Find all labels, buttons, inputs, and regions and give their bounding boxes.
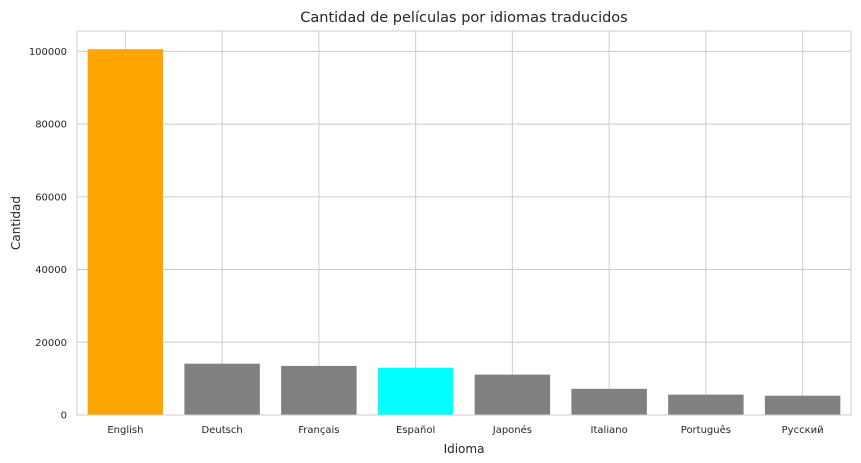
bar-5 (571, 388, 647, 415)
y-tick-label: 80000 (35, 120, 67, 131)
x-tick-label: Français (298, 425, 339, 436)
x-tick-label: Español (396, 425, 435, 436)
x-axis-label: Idioma (444, 442, 485, 456)
y-tick-label: 60000 (35, 192, 67, 203)
bar-3 (377, 367, 454, 415)
bar-1 (184, 363, 260, 415)
x-tick-label: Japonés (492, 424, 532, 436)
plot-frame (76, 30, 852, 416)
y-axis-label: Cantidad (9, 196, 23, 250)
y-tick-label: 20000 (35, 338, 67, 349)
bar-4 (474, 374, 551, 415)
bar-0 (87, 49, 164, 415)
x-tick-label: Deutsch (202, 425, 243, 436)
x-tick-label: Italiano (591, 425, 628, 436)
y-tick-labels: 0 20000 40000 60000 80000 100000 (29, 47, 67, 422)
x-tick-labels: English Deutsch Français Español Japonés Ital… (107, 424, 823, 436)
x-tick-label: English (107, 425, 143, 436)
bar-6 (668, 394, 744, 415)
y-tick-label: 40000 (35, 265, 67, 276)
x-tick-label: Pусский (782, 425, 824, 436)
bars (87, 49, 841, 415)
x-tick-label: Português (681, 424, 731, 436)
y-tick-label: 100000 (29, 47, 67, 58)
bar-7 (764, 395, 841, 415)
y-tick-label: 0 (61, 411, 67, 422)
bar-2 (281, 365, 357, 415)
grid (77, 31, 851, 416)
chart-title: Cantidad de películas por idiomas traduc… (300, 10, 627, 26)
